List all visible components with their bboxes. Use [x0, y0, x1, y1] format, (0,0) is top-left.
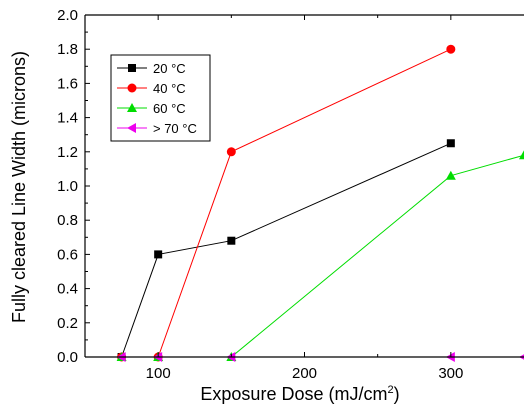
x-axis-title: Exposure Dose (mJ/cm2)	[200, 384, 399, 404]
series-2-point	[446, 44, 456, 54]
y-tick-label: 0.2	[57, 315, 78, 332]
legend-label-1: 20 °C	[153, 61, 186, 76]
x-tick-label: 200	[292, 365, 317, 382]
y-tick-label: 0.0	[57, 349, 78, 366]
x-axis-title-suffix: )	[394, 384, 400, 404]
legend-box	[110, 54, 211, 142]
legend-label-3: 60 °C	[153, 101, 186, 116]
series-1-point	[446, 139, 455, 148]
y-tick-label: 1.2	[57, 144, 78, 161]
series-1-point	[227, 236, 236, 245]
y-tick-label: 0.4	[57, 281, 78, 298]
x-axis-title-main: Exposure Dose (mJ/cm	[200, 384, 387, 404]
x-tick-label: 100	[146, 365, 171, 382]
legend-label-4: > 70 °C	[153, 121, 197, 136]
y-tick-label: 2.0	[57, 7, 78, 24]
y-tick-label: 1.4	[57, 110, 78, 127]
series-1-point	[154, 250, 163, 259]
x-axis-title-sup: 2	[387, 384, 393, 396]
y-axis-title: Fully cleared Line Width (microns)	[9, 51, 29, 323]
ticks-group: 0.0 0.2 0.4 0.6 0.8 1.0 1.2 1.4 1.6 1.8 2.0 100 200 3…	[57, 7, 463, 382]
y-tick-label: 1.0	[57, 178, 78, 195]
legend-marker-2	[127, 83, 137, 93]
legend-marker-4	[127, 123, 136, 133]
series-2-point	[226, 147, 236, 157]
legend-marker-3	[127, 103, 137, 112]
legend-label-2: 40 °C	[153, 81, 186, 96]
y-tick-label: 0.6	[57, 246, 78, 263]
series-3-point	[519, 150, 524, 160]
y-tick-label: 0.8	[57, 212, 78, 229]
legend-marker-1	[128, 64, 136, 72]
y-tick-label: 1.6	[57, 75, 78, 92]
x-tick-label: 300	[438, 365, 463, 382]
series-line-1	[121, 142, 452, 358]
series-3-point	[445, 170, 456, 180]
legend: 20 °C 40 °C 60 °C > 70 °C	[110, 54, 211, 142]
y-tick-label: 1.8	[57, 41, 78, 58]
